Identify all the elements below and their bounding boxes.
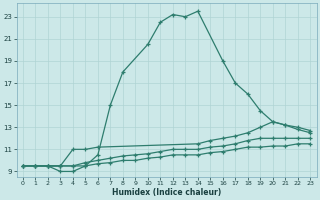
X-axis label: Humidex (Indice chaleur): Humidex (Indice chaleur)	[112, 188, 221, 197]
